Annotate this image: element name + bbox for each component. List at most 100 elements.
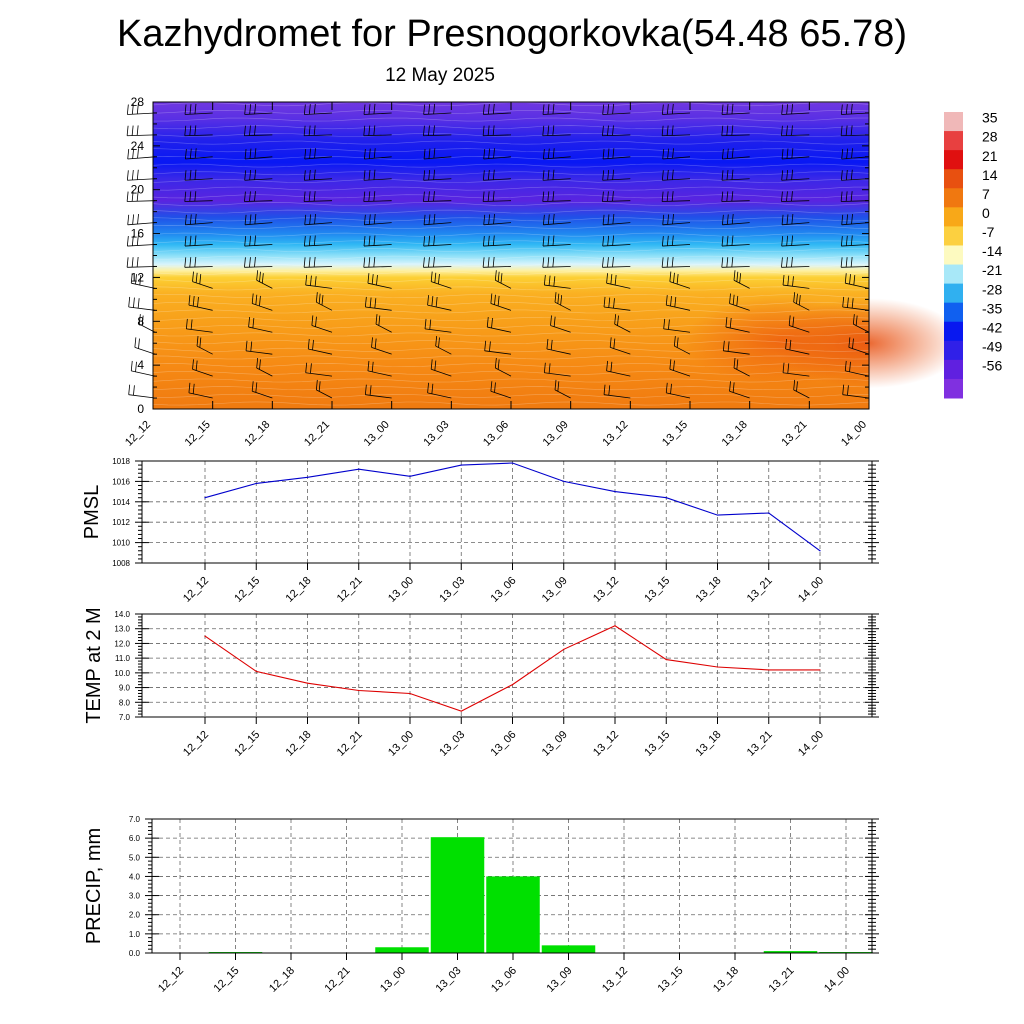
wind-barb (483, 134, 512, 137)
wind-barb-flag (542, 148, 545, 160)
pmsl-xtick-label: 13_09 (540, 575, 570, 605)
wind-barb-flag (138, 338, 140, 349)
wind-barb-flag (136, 256, 139, 268)
wind-barb-flag (846, 148, 849, 159)
wind-barb-flag (373, 235, 376, 246)
wind-barb-flag (430, 271, 433, 282)
wind-barb-flag (482, 191, 485, 202)
colorbar-label: -42 (982, 319, 1002, 335)
wind-barb-flag (189, 191, 192, 202)
wind-barb (722, 156, 750, 160)
wind-barb-flag (492, 103, 495, 114)
wind-barb-flag (315, 316, 317, 327)
wind-barb-flag (727, 341, 730, 352)
wind-barb-flag (849, 274, 851, 285)
wind-barb-flag (423, 257, 425, 268)
wind-barb-flag (137, 213, 139, 225)
wind-barb-flag (428, 148, 431, 159)
wind-barb-flag (739, 273, 742, 284)
pmsl-xtick-label: 13_18 (694, 575, 724, 605)
wind-barb-flag (607, 125, 609, 136)
wind-barb-flag (852, 338, 854, 349)
heatmap-ytick-label: 8 (137, 314, 144, 328)
colorbar: 35 28 21 14 7 0 -7 -14 -21 -28 -35 -42 -49 -56 (944, 110, 1002, 399)
wind-barb-flag (721, 236, 724, 247)
wind-barb-flag (367, 273, 370, 284)
wind-barb-flag (314, 213, 316, 225)
wind-barb-flag (793, 379, 796, 390)
temp-xtick-label: 13_00 (386, 729, 416, 759)
wind-barb-flag (721, 170, 724, 181)
wind-barb-flag (612, 235, 615, 246)
wind-barb-flag (610, 361, 613, 372)
wind-barb-flag (137, 148, 139, 159)
wind-barb-flag (554, 292, 557, 303)
heatmap-ytick-label: 20 (131, 183, 145, 197)
wind-barb-flag (548, 363, 551, 374)
wind-barb-flag (791, 169, 794, 180)
wind-barb-flag (373, 191, 376, 202)
precip-ytick-label: 2.0 (129, 911, 141, 920)
wind-barb (127, 134, 156, 137)
wind-barb-flag (195, 360, 198, 371)
wind-barb-flag (137, 298, 140, 309)
contour-line (152, 132, 870, 137)
wind-barb-flag (423, 191, 425, 202)
wind-barb-flag (606, 273, 608, 284)
wind-barb-flag (364, 384, 367, 395)
temp-xtick-label: 13_09 (540, 729, 570, 759)
colorbar-label: -7 (982, 224, 995, 240)
wind-barb-flag (612, 256, 614, 268)
contour-line (153, 117, 870, 122)
precip-ytick-label: 4.0 (129, 872, 141, 881)
wind-barb-flag (791, 148, 794, 159)
wind-barb-flag (851, 298, 854, 309)
wind-barb-flag (438, 337, 440, 348)
precip-xtick-label: 13_09 (545, 965, 575, 995)
wind-barb-flag (489, 341, 491, 352)
wind-barb-flag (786, 191, 788, 202)
wind-barb-flag (547, 191, 550, 202)
wind-barb-flag (552, 213, 555, 225)
wind-barb-flag (488, 214, 491, 225)
colorbar-segment (944, 340, 963, 361)
wind-barb-flag (666, 235, 669, 246)
wind-barb (841, 112, 870, 115)
wind-barb (483, 200, 512, 202)
precip-bar (763, 951, 818, 953)
temp-xtick-label: 13_21 (745, 729, 775, 759)
wind-barb-flag (371, 337, 373, 348)
wind-barb (363, 200, 392, 202)
wind-barb-flag (373, 169, 376, 180)
contour-line (152, 340, 870, 345)
wind-barb-flag (312, 339, 314, 350)
wind-barb-flag (255, 294, 258, 305)
wind-barb-flag (363, 257, 366, 268)
wind-barb-flag (670, 296, 672, 307)
wind-barb-flag (602, 257, 604, 268)
wind-barb (543, 222, 571, 226)
wind-barb (721, 112, 750, 115)
wind-barb-flag (845, 169, 848, 181)
wind-barb (127, 200, 156, 202)
wind-barb-flag (308, 235, 311, 246)
pmsl-xtick-label: 13_03 (437, 575, 467, 605)
wind-barb-flag (845, 191, 848, 202)
wind-barb-flag (845, 104, 848, 115)
wind-barb-flag (189, 169, 192, 181)
wind-barb-flag (190, 319, 193, 330)
wind-barb-flag (602, 236, 605, 247)
contour-line (152, 271, 870, 275)
pmsl-xtick-label: 13_21 (745, 575, 775, 605)
pmsl-ytick-label: 1014 (112, 498, 130, 507)
wind-barb-flag (726, 104, 729, 115)
wind-barb-flag (781, 125, 783, 136)
wind-barb-flag (553, 316, 556, 327)
wind-barb-flag (131, 104, 134, 115)
colorbar-label: -49 (982, 338, 1002, 354)
wind-barb-flag (483, 214, 486, 225)
wind-barb-flag (666, 169, 669, 181)
temp-xtick-label: 12_15 (232, 729, 262, 759)
wind-barb (185, 156, 213, 160)
wind-barb-flag (126, 104, 129, 115)
